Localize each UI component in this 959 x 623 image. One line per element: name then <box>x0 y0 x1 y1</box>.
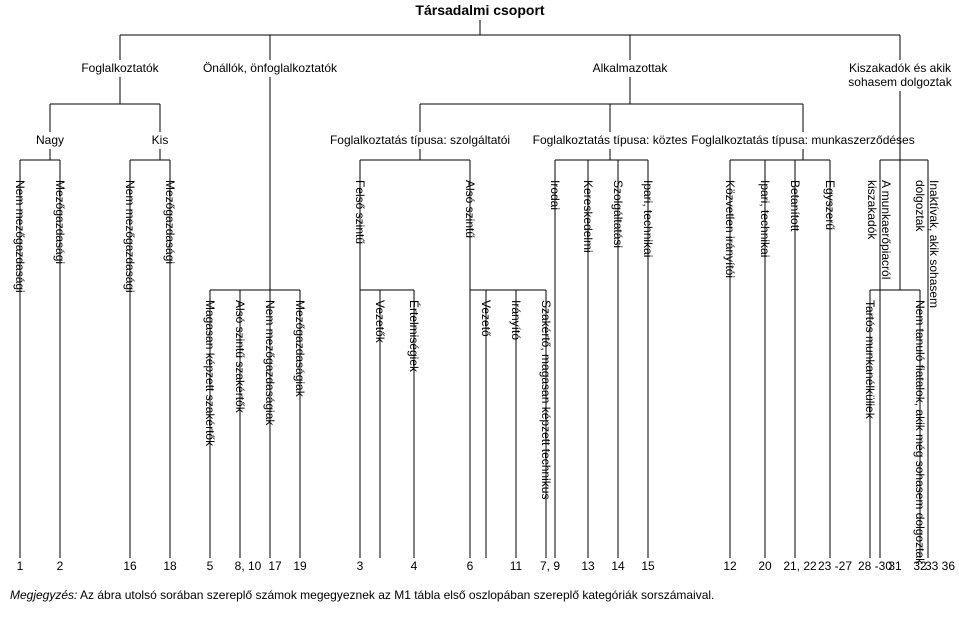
svg-text:14: 14 <box>611 559 625 573</box>
svg-text:Kiszakadók és akik: Kiszakadók és akik <box>849 61 952 75</box>
svg-text:17: 17 <box>268 559 282 573</box>
svg-text:33 36: 33 36 <box>925 559 955 573</box>
svg-text:1: 1 <box>17 559 24 573</box>
svg-text:11: 11 <box>510 559 523 573</box>
svg-text:31: 31 <box>888 559 902 573</box>
svg-text:Inaktívak, akik sohasem: Inaktívak, akik sohasem <box>927 180 941 308</box>
svg-text:2: 2 <box>57 559 64 573</box>
svg-text:Foglalkoztatás típusa: szolgál: Foglalkoztatás típusa: szolgáltatói <box>330 133 510 147</box>
footnote-text: Az ábra utolsó sorában szereplő számok m… <box>77 588 714 602</box>
svg-text:6: 6 <box>467 559 474 573</box>
svg-text:Foglalkoztatók: Foglalkoztatók <box>81 61 159 75</box>
svg-text:Társadalmi csoport: Társadalmi csoport <box>415 2 544 18</box>
svg-text:8, 10: 8, 10 <box>235 559 262 573</box>
tree-diagram: Társadalmi csoport Foglalkoztatók Önállók,… <box>0 0 959 580</box>
svg-text:Kis: Kis <box>152 133 169 147</box>
svg-text:12: 12 <box>723 559 737 573</box>
svg-text:sohasem dolgoztak: sohasem dolgoztak <box>848 75 952 89</box>
svg-text:Nagy: Nagy <box>36 133 64 147</box>
svg-text:20: 20 <box>758 559 772 573</box>
svg-text:Foglalkoztatás típusa: munkasz: Foglalkoztatás típusa: munkaszerződéses <box>691 133 914 147</box>
footnote: Megjegyzés: Az ábra utolsó sorában szere… <box>0 580 959 614</box>
svg-text:16: 16 <box>123 559 137 573</box>
svg-text:19: 19 <box>293 559 307 573</box>
svg-text:18: 18 <box>163 559 177 573</box>
svg-text:7, 9: 7, 9 <box>540 559 560 573</box>
svg-text:13: 13 <box>581 559 595 573</box>
svg-text:A munkaerőpiacról: A munkaerőpiacról <box>879 180 893 279</box>
footnote-prefix: Megjegyzés: <box>10 588 77 602</box>
svg-text:Foglalkoztatás típusa: köztes: Foglalkoztatás típusa: köztes <box>533 133 688 147</box>
svg-text:Alkalmazottak: Alkalmazottak <box>593 61 669 75</box>
svg-text:Önállók, önfoglalkoztatók: Önállók, önfoglalkoztatók <box>203 61 338 75</box>
svg-text:21, 22: 21, 22 <box>783 559 817 573</box>
svg-text:23 -27: 23 -27 <box>818 559 852 573</box>
svg-text:28 -30: 28 -30 <box>858 559 892 573</box>
svg-text:5: 5 <box>207 559 214 573</box>
svg-text:3: 3 <box>357 559 364 573</box>
svg-text:15: 15 <box>641 559 655 573</box>
svg-text:kiszakadók: kiszakadók <box>865 180 879 240</box>
svg-text:dolgoztak: dolgoztak <box>913 180 927 232</box>
svg-text:4: 4 <box>411 559 418 573</box>
